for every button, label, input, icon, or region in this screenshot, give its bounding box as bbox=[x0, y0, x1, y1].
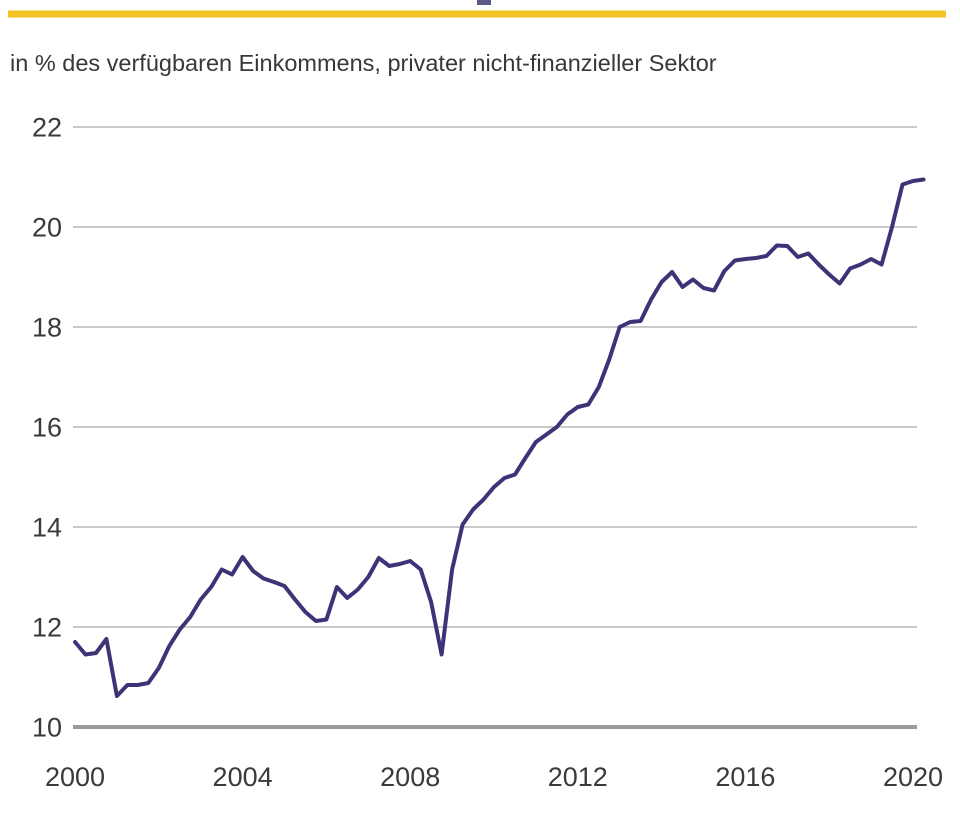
x-tick-label: 2016 bbox=[715, 762, 775, 792]
y-tick-label: 12 bbox=[32, 613, 62, 643]
x-tick-label: 2020 bbox=[883, 762, 943, 792]
y-tick-label: 18 bbox=[32, 313, 62, 343]
data-line bbox=[73, 177, 926, 698]
y-tick-label: 22 bbox=[32, 113, 62, 143]
x-tick-label: 2008 bbox=[380, 762, 440, 792]
x-tick-label: 2012 bbox=[548, 762, 608, 792]
x-tick-label: 2004 bbox=[213, 762, 273, 792]
chart-subtitle: in % des verfügbaren Einkommens, private… bbox=[10, 50, 717, 76]
y-tick-label: 14 bbox=[32, 513, 62, 543]
y-tick-label: 20 bbox=[32, 213, 62, 243]
title-divider-rule bbox=[8, 10, 946, 18]
y-tick-label: 16 bbox=[32, 413, 62, 443]
cropped-title-fragment bbox=[477, 0, 491, 5]
x-tick-label: 2000 bbox=[45, 762, 105, 792]
y-tick-label: 10 bbox=[32, 713, 62, 743]
